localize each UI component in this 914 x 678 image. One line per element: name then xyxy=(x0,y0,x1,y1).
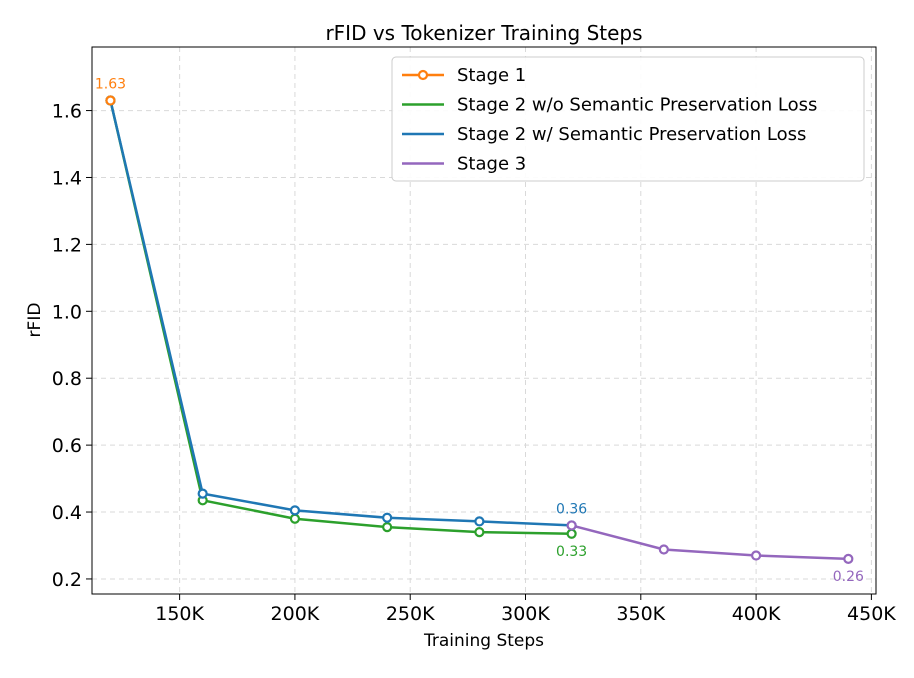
series-line-stage-2-w-o-semantic-preservation-loss xyxy=(109,99,573,536)
data-label: 0.26 xyxy=(833,569,864,585)
data-label: 1.63 xyxy=(95,77,126,93)
plot-frame xyxy=(91,46,877,595)
data-point-stage-2-w-semantic-preservation-loss xyxy=(289,505,301,516)
x-tick-label: 400K xyxy=(732,603,781,625)
data-point-stage-2-w-o-semantic-preservation-loss xyxy=(474,527,485,538)
x-tick-label: 150K xyxy=(155,603,204,625)
x-tick-label: 300K xyxy=(501,603,550,625)
data-point-stage-2-w-o-semantic-preservation-loss xyxy=(289,513,301,524)
legend: Stage 1 Stage 2 w/o Semantic Preservation… xyxy=(391,56,865,182)
data-point-stage-2-w-o-semantic-preservation-loss xyxy=(566,528,577,539)
x-tick-label: 250K xyxy=(386,603,435,625)
x-tick-label: 450K xyxy=(847,603,896,625)
y-tick-label: 1.0 xyxy=(52,301,82,323)
legend-label-stage-2-w-semantic-preservation-loss: Stage 2 w/ Semantic Preservation Loss xyxy=(457,124,806,145)
y-tick-label: 0.6 xyxy=(52,435,82,457)
series-line-stage-3 xyxy=(570,524,850,561)
data-point-stage-2-w-semantic-preservation-loss xyxy=(197,488,208,499)
y-tick-label: 1.4 xyxy=(52,167,82,189)
legend-marker-stage-1 xyxy=(417,69,429,81)
y-tick-label: 1.2 xyxy=(52,234,82,256)
data-point-stage-3 xyxy=(750,550,762,561)
x-axis-label: Training Steps xyxy=(423,631,544,651)
legend-label-stage-1: Stage 1 xyxy=(457,65,526,86)
y-tick-label: 0.2 xyxy=(52,569,82,591)
data-point-stage-2-w-semantic-preservation-loss xyxy=(474,516,485,527)
data-point-stage-1 xyxy=(105,95,116,106)
data-label: 0.33 xyxy=(556,544,587,560)
chart-title: rFID vs Tokenizer Training Steps xyxy=(325,21,642,45)
y-tick-label: 0.8 xyxy=(52,368,82,390)
series-layer xyxy=(109,99,850,561)
x-tick-label: 350K xyxy=(616,603,665,625)
data-point-stage-3 xyxy=(566,520,577,531)
legend-items: Stage 1 Stage 2 w/o Semantic Preservation… xyxy=(402,65,817,175)
legend-label-stage-3: Stage 3 xyxy=(457,154,526,175)
legend-label-stage-2-w-o-semantic-preservation-loss: Stage 2 w/o Semantic Preservation Loss xyxy=(457,95,817,116)
tick-layer: 150K 200K 250K 300K 350K 400K 450K 0.2 0.4 0.6 0.8… xyxy=(52,101,897,625)
data-point-stage-2-w-semantic-preservation-loss xyxy=(382,512,393,523)
y-axis-label: rFID xyxy=(25,303,45,338)
y-tick-label: 1.6 xyxy=(52,101,82,123)
annotation-layer: 1.63 0.36 0.33 0.26 xyxy=(95,77,864,585)
y-tick-label: 0.4 xyxy=(52,502,82,524)
data-point-stage-2-w-o-semantic-preservation-loss xyxy=(382,521,393,533)
data-label: 0.36 xyxy=(556,501,587,517)
legend-box xyxy=(391,56,865,182)
data-point-stage-3 xyxy=(843,553,854,564)
series-line-stage-2-w-semantic-preservation-loss xyxy=(109,99,573,527)
marker-layer xyxy=(105,95,854,564)
data-point-stage-3 xyxy=(658,544,669,555)
x-tick-label: 200K xyxy=(271,603,320,625)
